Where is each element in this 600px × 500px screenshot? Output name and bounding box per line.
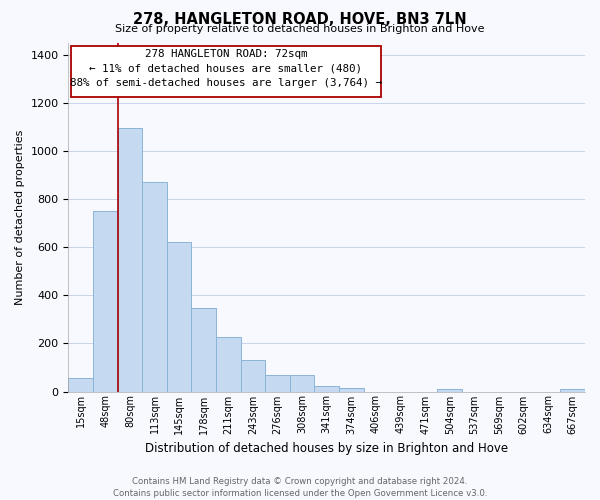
FancyBboxPatch shape bbox=[71, 46, 381, 96]
Bar bbox=[118, 128, 142, 392]
Text: Size of property relative to detached houses in Brighton and Hove: Size of property relative to detached ho… bbox=[115, 24, 485, 34]
Y-axis label: Number of detached properties: Number of detached properties bbox=[15, 130, 25, 304]
Text: Contains HM Land Registry data © Crown copyright and database right 2024.
Contai: Contains HM Land Registry data © Crown c… bbox=[113, 476, 487, 498]
Bar bbox=[142, 182, 167, 392]
Bar bbox=[314, 386, 339, 392]
Bar bbox=[216, 336, 241, 392]
Bar bbox=[167, 242, 191, 392]
Bar bbox=[339, 388, 364, 392]
Text: 278 HANGLETON ROAD: 72sqm
← 11% of detached houses are smaller (480)
88% of semi: 278 HANGLETON ROAD: 72sqm ← 11% of detac… bbox=[70, 50, 382, 88]
Bar bbox=[241, 360, 265, 392]
Bar bbox=[437, 389, 462, 392]
Bar bbox=[191, 308, 216, 392]
Bar bbox=[93, 211, 118, 392]
X-axis label: Distribution of detached houses by size in Brighton and Hove: Distribution of detached houses by size … bbox=[145, 442, 508, 455]
Bar bbox=[68, 378, 93, 392]
Text: 278, HANGLETON ROAD, HOVE, BN3 7LN: 278, HANGLETON ROAD, HOVE, BN3 7LN bbox=[133, 12, 467, 28]
Bar bbox=[560, 389, 585, 392]
Bar bbox=[265, 376, 290, 392]
Bar bbox=[290, 376, 314, 392]
